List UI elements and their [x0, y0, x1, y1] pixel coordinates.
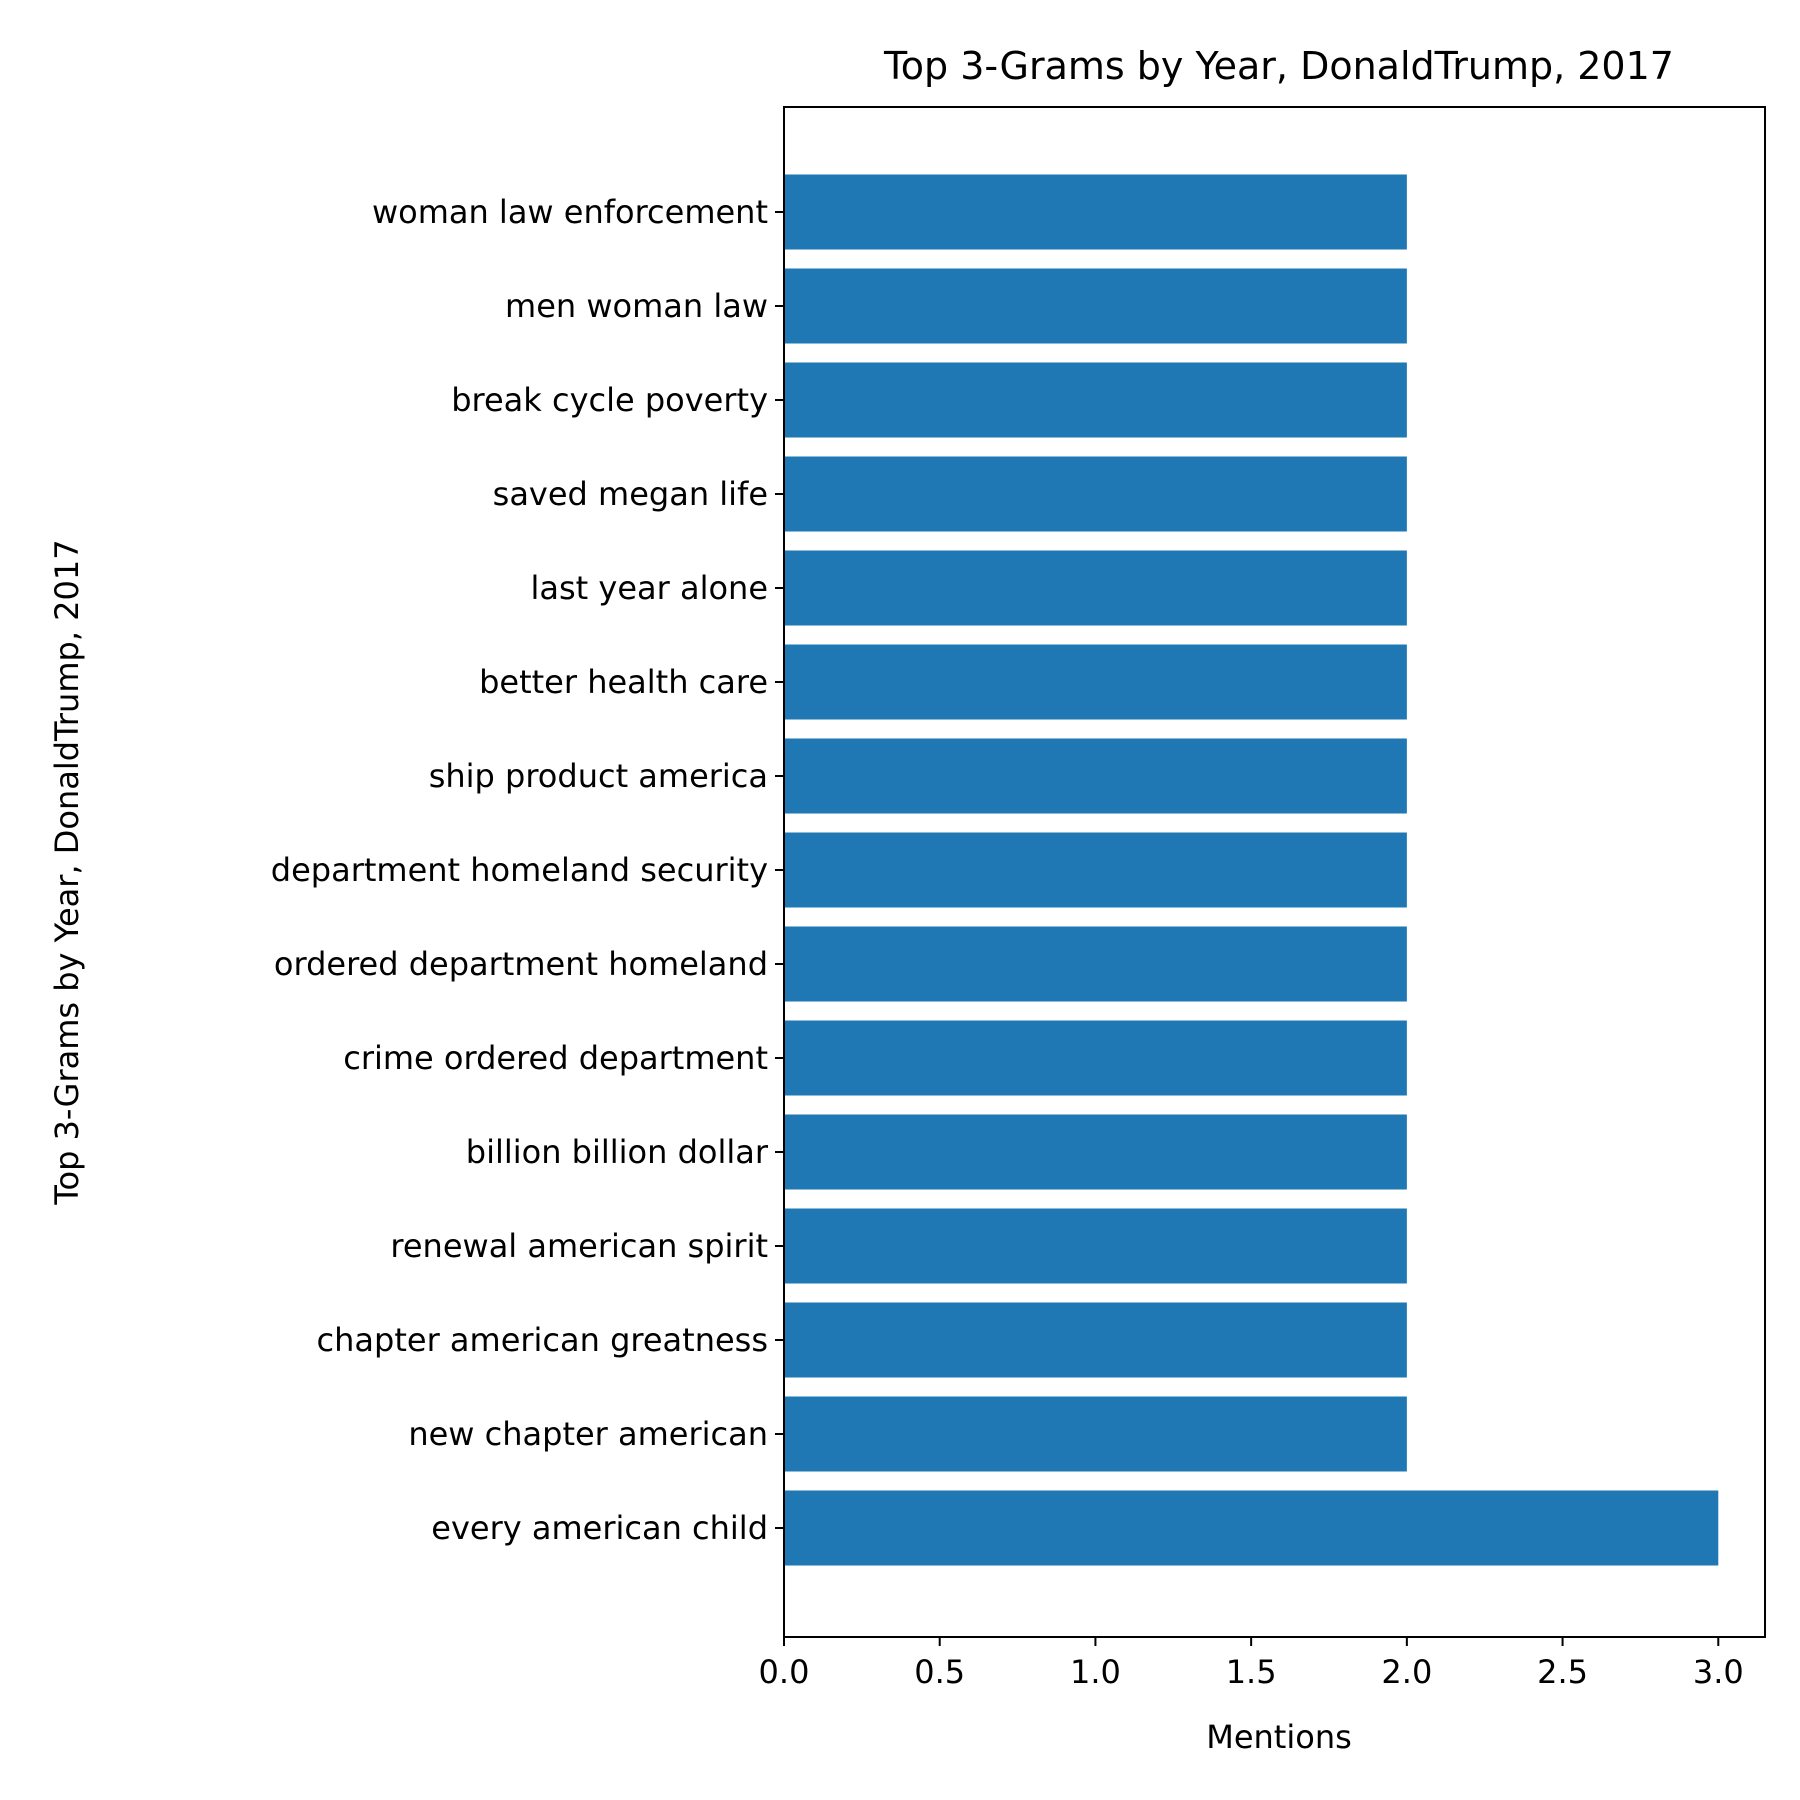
x-axis-label: Mentions: [1206, 1718, 1352, 1756]
y-tick-label: ship product america: [429, 757, 768, 795]
x-ticks-layer: 0.0 0.5 1.0 1.5 2.0 2.5 3.0: [759, 1637, 1744, 1691]
y-tick-label: break cycle poverty: [451, 381, 768, 419]
bars-layer: [784, 174, 1719, 1566]
bar: [784, 362, 1407, 438]
y-tick-label: crime ordered department: [343, 1039, 768, 1077]
y-tick-label: new chapter american: [408, 1415, 768, 1453]
y-tick-label: men woman law: [505, 287, 768, 325]
x-tick-label: 2.0: [1381, 1653, 1432, 1691]
y-tick-label: billion billion dollar: [466, 1133, 769, 1171]
chart-title: Top 3-Grams by Year, DonaldTrump, 2017: [883, 44, 1674, 88]
y-axis-label: Top 3-Grams by Year, DonaldTrump, 2017: [48, 539, 86, 1205]
x-tick-label: 3.0: [1693, 1653, 1744, 1691]
y-tick-label: better health care: [479, 663, 768, 701]
bar: [784, 268, 1407, 344]
x-tick-label: 2.5: [1537, 1653, 1588, 1691]
bar: [784, 1302, 1407, 1378]
x-tick-label: 1.5: [1226, 1653, 1277, 1691]
y-tick-label: woman law enforcement: [372, 193, 768, 231]
bar: [784, 174, 1407, 250]
y-tick-label: ordered department homeland: [274, 945, 768, 983]
bar: [784, 832, 1407, 908]
x-tick-label: 0.0: [759, 1653, 810, 1691]
bar: [784, 738, 1407, 814]
y-tick-label: saved megan life: [493, 475, 768, 513]
bar: [784, 1396, 1407, 1472]
x-tick-label: 1.0: [1070, 1653, 1121, 1691]
bar: [784, 1208, 1407, 1284]
plot-frame: [783, 106, 1766, 1638]
x-tick-label: 0.5: [914, 1653, 965, 1691]
bar: [784, 1020, 1407, 1096]
y-tick-label: renewal american spirit: [390, 1227, 768, 1265]
bar: [784, 1490, 1719, 1566]
bar: [784, 926, 1407, 1002]
bar: [784, 456, 1407, 532]
bar: [784, 550, 1407, 626]
y-tick-label: every american child: [431, 1509, 768, 1547]
bar: [784, 644, 1407, 720]
y-tick-label: chapter american greatness: [317, 1321, 768, 1359]
bar: [784, 1114, 1407, 1190]
y-tick-label: department homeland security: [271, 851, 768, 889]
y-ticks-layer: woman law enforcement men woman law break …: [271, 193, 784, 1547]
y-tick-label: last year alone: [531, 569, 769, 607]
